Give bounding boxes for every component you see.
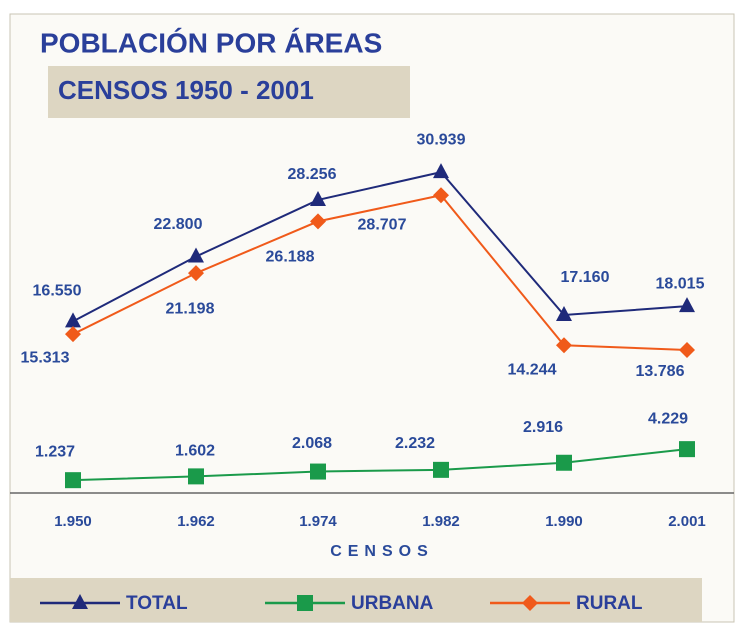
marker bbox=[65, 312, 81, 328]
legend-label: RURAL bbox=[576, 593, 643, 614]
line bbox=[72, 448, 688, 482]
marker bbox=[72, 594, 88, 609]
marker bbox=[433, 461, 449, 478]
marker bbox=[188, 468, 204, 485]
data-label: 28.256 bbox=[288, 166, 337, 183]
data-label: 14.244 bbox=[508, 361, 557, 378]
line bbox=[72, 171, 688, 323]
marker bbox=[679, 297, 695, 313]
data-label: 13.786 bbox=[636, 363, 685, 380]
marker bbox=[65, 472, 81, 489]
data-label: 1.602 bbox=[175, 443, 215, 460]
x-axis-label: CENSOS bbox=[330, 543, 434, 560]
legend-box bbox=[10, 578, 702, 622]
data-label: 21.198 bbox=[166, 300, 215, 317]
marker bbox=[433, 163, 449, 179]
data-label: 30.939 bbox=[417, 131, 466, 148]
chart-title: POBLACIÓN POR ÁREAS bbox=[40, 27, 382, 58]
data-label: 17.160 bbox=[561, 269, 610, 286]
x-tick-label: 1.990 bbox=[545, 513, 583, 530]
marker bbox=[297, 595, 313, 611]
x-tick-label: 1.962 bbox=[177, 513, 215, 530]
legend-label: URBANA bbox=[351, 593, 434, 614]
marker bbox=[310, 463, 326, 480]
x-tick-label: 1.982 bbox=[422, 513, 460, 530]
data-label: 18.015 bbox=[656, 275, 705, 292]
marker bbox=[65, 326, 81, 343]
data-label: 2.916 bbox=[523, 419, 563, 436]
data-label: 26.188 bbox=[266, 249, 315, 266]
marker bbox=[556, 306, 572, 322]
line bbox=[72, 194, 688, 352]
legend-label: TOTAL bbox=[126, 593, 188, 614]
marker bbox=[433, 187, 449, 204]
chart-subtitle: CENSOS 1950 - 2001 bbox=[58, 75, 314, 105]
marker bbox=[310, 213, 326, 230]
subtitle-box bbox=[48, 66, 410, 118]
marker bbox=[679, 342, 695, 359]
data-label: 2.232 bbox=[395, 435, 435, 452]
marker bbox=[556, 454, 572, 471]
marker bbox=[522, 595, 538, 611]
x-tick-label: 1.974 bbox=[299, 513, 337, 530]
data-label: 2.068 bbox=[292, 435, 332, 452]
data-label: 1.237 bbox=[35, 443, 75, 460]
data-label: 16.550 bbox=[33, 283, 82, 300]
marker bbox=[556, 337, 572, 354]
data-label: 4.229 bbox=[648, 410, 688, 427]
data-label: 22.800 bbox=[154, 216, 203, 233]
data-label: 15.313 bbox=[21, 349, 70, 366]
data-label: 28.707 bbox=[358, 216, 407, 233]
marker bbox=[679, 441, 695, 458]
marker bbox=[188, 265, 204, 282]
marker bbox=[310, 190, 326, 206]
x-tick-label: 1.950 bbox=[54, 513, 92, 530]
marker bbox=[188, 247, 204, 263]
x-tick-label: 2.001 bbox=[668, 513, 706, 530]
